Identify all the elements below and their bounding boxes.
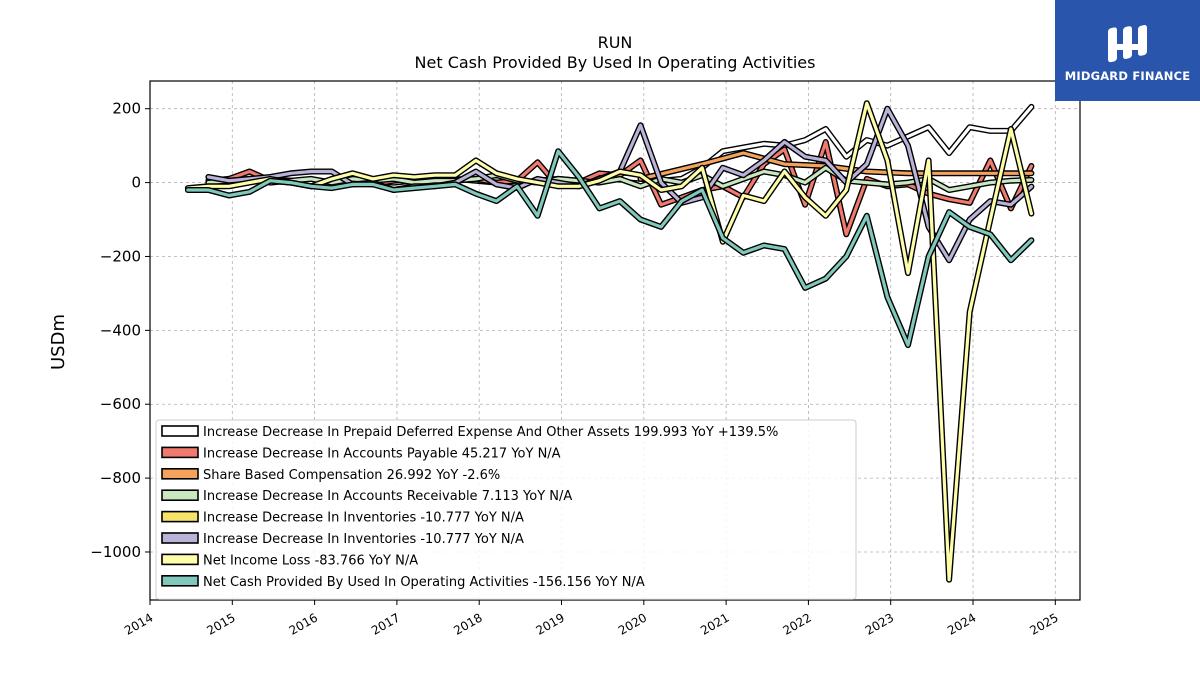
x-tick-label: 2025 bbox=[1027, 610, 1060, 637]
x-tick-label: 2021 bbox=[698, 610, 731, 637]
series-layer bbox=[184, 100, 1035, 583]
legend-item: Increase Decrease In Accounts Payable 45… bbox=[161, 446, 561, 461]
legend-item: Share Based Compensation 26.992 YoY -2.6… bbox=[161, 467, 500, 483]
legend: Increase Decrease In Prepaid Deferred Ex… bbox=[155, 419, 857, 600]
legend-label: Share Based Compensation 26.992 YoY -2.6… bbox=[203, 468, 500, 483]
x-axis: 2014 2015 2016 2017 2018 2019 2020 2021 2022 2023… bbox=[122, 600, 1061, 638]
legend-label: Net Income Loss -83.766 YoY N/A bbox=[203, 553, 418, 568]
y-tick-label: 200 bbox=[112, 100, 141, 118]
legend-swatch bbox=[161, 425, 199, 437]
y-tick-label: −800 bbox=[100, 469, 141, 487]
series-line-stroke bbox=[186, 101, 1034, 582]
x-tick-label: 2022 bbox=[780, 610, 813, 637]
legend-label: Increase Decrease In Prepaid Deferred Ex… bbox=[203, 425, 778, 440]
chart-subtitle: Net Cash Provided By Used In Operating A… bbox=[415, 53, 816, 72]
legend-swatch bbox=[161, 532, 199, 544]
chart-title: RUN bbox=[598, 33, 633, 52]
y-tick-label: −1000 bbox=[90, 543, 141, 561]
legend-swatch bbox=[161, 467, 199, 480]
legend-swatch bbox=[161, 510, 199, 523]
legend-item: Net Income Loss -83.766 YoY N/A bbox=[161, 553, 418, 568]
legend-swatch bbox=[161, 574, 199, 587]
x-tick-label: 2024 bbox=[945, 610, 978, 637]
x-tick-label: 2014 bbox=[122, 610, 155, 637]
legend-label: Increase Decrease In Inventories -10.777… bbox=[203, 511, 524, 526]
legend-label: Increase Decrease In Accounts Receivable… bbox=[203, 489, 572, 504]
series-line-2 bbox=[637, 150, 1035, 182]
plot-area-frame bbox=[149, 80, 1081, 601]
y-axis: 200 0 −200 −400 −600 −800 −1000 bbox=[90, 100, 150, 561]
y-tick-label: 0 bbox=[131, 174, 141, 192]
x-tick-label: 2018 bbox=[451, 610, 484, 637]
legend-item: Net Cash Provided By Used In Operating A… bbox=[161, 574, 645, 590]
series-line-stroke bbox=[638, 151, 1034, 181]
legend-label: Net Cash Provided By Used In Operating A… bbox=[203, 575, 645, 590]
legend-swatch bbox=[161, 446, 199, 459]
y-tick-label: −200 bbox=[100, 247, 141, 265]
legend-item: Increase Decrease In Accounts Receivable… bbox=[161, 489, 572, 504]
legend-item: Increase Decrease In Inventories -10.777… bbox=[161, 532, 524, 547]
x-tick-label: 2015 bbox=[204, 610, 237, 637]
y-axis-label: USDm bbox=[48, 314, 69, 370]
brand-name: MIDGARD FINANCE bbox=[1064, 69, 1191, 83]
series-line-6 bbox=[184, 100, 1035, 583]
x-tick-label: 2023 bbox=[863, 610, 896, 637]
legend-item: Increase Decrease In Prepaid Deferred Ex… bbox=[161, 425, 778, 440]
legend-box bbox=[155, 419, 857, 600]
series-line-7 bbox=[184, 148, 1035, 349]
legend-label: Increase Decrease In Accounts Payable 45… bbox=[203, 446, 561, 461]
y-tick-label: −600 bbox=[100, 395, 141, 413]
x-tick-label: 2019 bbox=[534, 610, 567, 637]
brand-logo: MIDGARD FINANCE bbox=[1055, 0, 1200, 101]
legend-label: Increase Decrease In Inventories -10.777… bbox=[203, 532, 524, 547]
legend-swatch bbox=[161, 489, 199, 502]
legend-item: Increase Decrease In Inventories -10.777… bbox=[161, 510, 524, 526]
legend-swatch bbox=[161, 553, 199, 566]
midgard-logo-icon bbox=[1108, 25, 1147, 63]
x-tick-label: 2017 bbox=[369, 610, 402, 637]
x-tick-label: 2016 bbox=[287, 610, 320, 637]
y-tick-label: −400 bbox=[100, 321, 141, 339]
series-line-stroke bbox=[186, 149, 1034, 347]
x-tick-label: 2020 bbox=[616, 610, 649, 637]
